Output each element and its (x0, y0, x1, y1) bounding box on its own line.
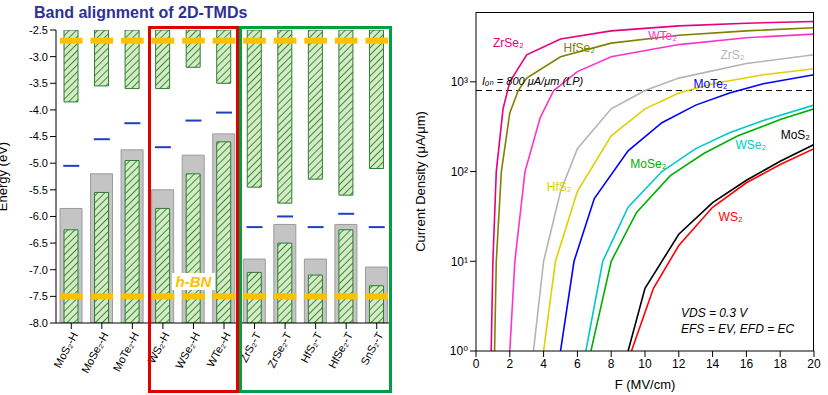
svg-text:MoTe₂: MoTe₂ (693, 77, 727, 91)
svg-text:10⁰: 10⁰ (450, 344, 468, 358)
svg-text:Iₒₙ = 800 μA/μm (LP): Iₒₙ = 800 μA/μm (LP) (482, 75, 584, 87)
svg-text:MoSe₂: MoSe₂ (630, 157, 666, 171)
svg-text:-6.5: -6.5 (29, 237, 48, 249)
svg-text:MoS₂-H: MoS₂-H (51, 330, 80, 370)
svg-text:6: 6 (574, 357, 581, 371)
svg-text:12: 12 (672, 357, 686, 371)
svg-text:0: 0 (473, 357, 480, 371)
svg-text:WS₂: WS₂ (719, 210, 743, 224)
svg-text:10¹: 10¹ (451, 255, 468, 269)
svg-text:-7.5: -7.5 (29, 290, 48, 302)
html-text:VDS = 0.3 V: VDS = 0.3 V (681, 306, 748, 320)
svg-text:16: 16 (740, 357, 754, 371)
svg-text:WSe₂-H: WSe₂-H (173, 330, 202, 371)
svg-text:4: 4 (540, 357, 547, 371)
svg-text:-5.5: -5.5 (29, 184, 48, 196)
svg-text:F (MV/cm): F (MV/cm) (615, 377, 676, 392)
svg-text:14: 14 (706, 357, 720, 371)
svg-text:-2.5: -2.5 (29, 24, 48, 36)
html-text:Band alignment of 2D-TMDs: Band alignment of 2D-TMDs (34, 4, 248, 21)
svg-text:-7.0: -7.0 (29, 264, 48, 276)
svg-text:ZrS₂: ZrS₂ (720, 48, 744, 62)
svg-text:20: 20 (807, 357, 820, 371)
svg-text:HfSe₂-T: HfSe₂-T (326, 330, 355, 370)
svg-text:10: 10 (638, 357, 652, 371)
svg-text:Current Density (μA/μm): Current Density (μA/μm) (413, 111, 428, 252)
svg-text:-4.0: -4.0 (29, 104, 48, 116)
svg-text:HfSe₂: HfSe₂ (564, 41, 596, 55)
html-text:EFS = EV, EFD = EC: EFS = EV, EFD = EC (681, 322, 795, 336)
svg-text:-4.5: -4.5 (29, 130, 48, 142)
svg-text:WTe₂: WTe₂ (648, 29, 677, 43)
svg-text:SnS₂-T: SnS₂-T (358, 330, 385, 367)
svg-text:MoSe₂-H: MoSe₂-H (79, 330, 111, 375)
svg-text:ZrSe₂: ZrSe₂ (493, 36, 524, 50)
svg-text:-3.5: -3.5 (29, 77, 48, 89)
svg-text:ZrS₂-T: ZrS₂-T (237, 330, 263, 364)
svg-text:WTe₂-H: WTe₂-H (204, 330, 232, 369)
svg-text:WS₂-H: WS₂-H (145, 330, 171, 365)
html-text:h-BN: h-BN (175, 273, 212, 290)
svg-text:-8.0: -8.0 (29, 317, 48, 329)
svg-text:Energy (eV): Energy (eV) (8, 142, 10, 211)
svg-text:-6.0: -6.0 (29, 210, 48, 222)
svg-text:HfS₂-T: HfS₂-T (298, 330, 324, 365)
svg-text:10³: 10³ (451, 75, 468, 89)
svg-text:MoTe₂-H: MoTe₂-H (110, 330, 141, 373)
svg-text:-3.0: -3.0 (29, 51, 48, 63)
svg-text:10²: 10² (451, 165, 468, 179)
svg-text:MoS₂: MoS₂ (781, 128, 811, 142)
svg-text:-5.0: -5.0 (29, 157, 48, 169)
svg-text:18: 18 (774, 357, 788, 371)
svg-text:ZrSe₂-T: ZrSe₂-T (265, 330, 294, 370)
svg-text:WSe₂: WSe₂ (736, 138, 767, 152)
svg-text:HfS₂: HfS₂ (547, 180, 572, 194)
svg-text:8: 8 (608, 357, 615, 371)
svg-text:2: 2 (506, 357, 513, 371)
